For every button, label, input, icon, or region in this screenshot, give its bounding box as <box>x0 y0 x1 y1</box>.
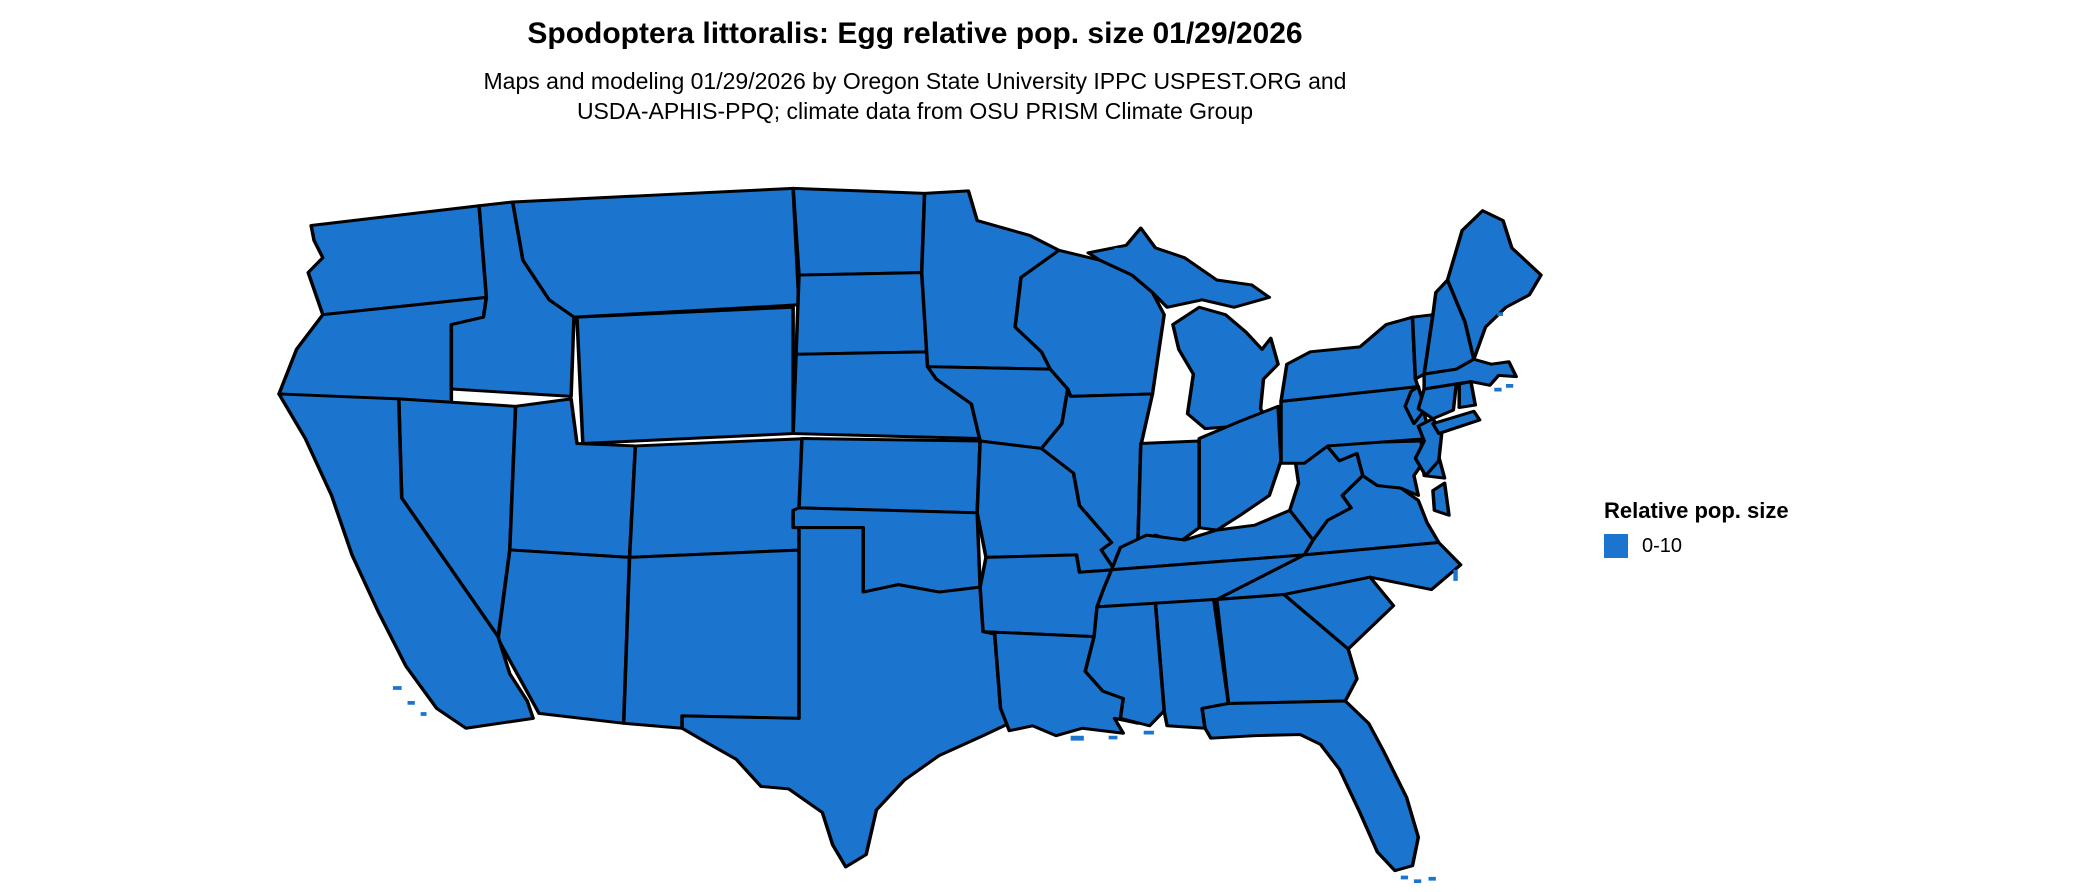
state-wy <box>575 305 795 445</box>
state-sd <box>794 271 930 356</box>
us-map-container <box>260 176 1560 888</box>
subtitle-line-1: Maps and modeling 01/29/2026 by Oregon S… <box>483 68 1347 94</box>
figure-subtitle: Maps and modeling 01/29/2026 by Oregon S… <box>0 66 1830 126</box>
state-in <box>1136 439 1201 547</box>
state-fl <box>1200 699 1421 873</box>
legend-swatch <box>1604 534 1628 558</box>
legend-title: Relative pop. size <box>1604 498 1789 523</box>
state-nd <box>791 186 927 277</box>
state-ri <box>1457 380 1478 410</box>
state-ks <box>797 437 982 515</box>
state-ca <box>277 392 535 730</box>
state-wa <box>306 204 489 317</box>
state-va-eastern-shore <box>1431 481 1451 517</box>
state-ms <box>1083 601 1166 728</box>
state-mi-lower-peninsula <box>1171 305 1280 431</box>
state-ny-long-island <box>1431 409 1482 436</box>
state-me <box>1445 209 1543 361</box>
state-ct <box>1416 382 1459 421</box>
state-nj <box>1413 417 1444 478</box>
us-states-map <box>277 186 1543 884</box>
state-shapes <box>277 186 1543 884</box>
state-nm <box>621 548 804 730</box>
state-tx <box>680 526 1012 869</box>
state-mi-upper-peninsula <box>1086 226 1272 309</box>
state-co <box>627 437 810 559</box>
figure-header: Spodoptera littoralis: Egg relative pop.… <box>0 16 1830 126</box>
legend-item: 0-10 <box>1604 534 1789 558</box>
legend-swatch-rect <box>1604 534 1628 558</box>
map-legend: Relative pop. size 0-10 <box>1604 498 1789 558</box>
state-mt <box>510 186 801 319</box>
legend-item-label: 0-10 <box>1642 534 1683 557</box>
subtitle-line-2: USDA-APHIS-PPQ; climate data from OSU PR… <box>576 98 1254 124</box>
page-title: Spodoptera littoralis: Egg relative pop.… <box>527 17 1303 50</box>
state-az <box>496 548 632 725</box>
state-oh <box>1197 404 1283 532</box>
